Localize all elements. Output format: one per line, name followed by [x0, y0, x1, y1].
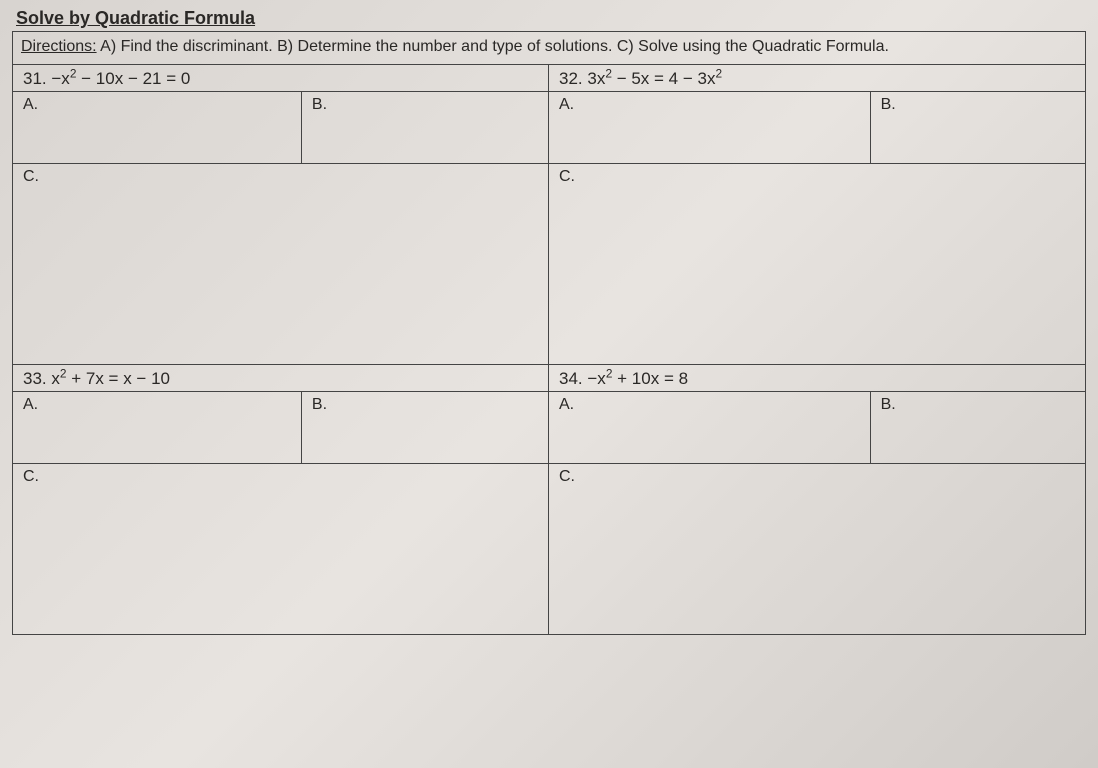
- problem-32-cell-c: C.: [549, 164, 1085, 364]
- problem-31: 31. −x2 − 10x − 21 = 0 A. B. C.: [13, 65, 549, 365]
- problem-31-cell-a: A.: [13, 92, 302, 163]
- problem-31-equation: −x2 − 10x − 21 = 0: [51, 69, 190, 88]
- directions-box: Directions: A) Find the discriminant. B)…: [12, 31, 1086, 64]
- problem-33-cell-c: C.: [13, 464, 548, 634]
- problem-34-number: 34.: [559, 369, 583, 388]
- problem-34-cell-c: C.: [549, 464, 1085, 634]
- worksheet-title: Solve by Quadratic Formula: [12, 8, 1086, 29]
- problem-34-cell-a: A.: [549, 392, 871, 463]
- problems-grid: 31. −x2 − 10x − 21 = 0 A. B. C. 32. 3x2 …: [12, 64, 1086, 635]
- worksheet: Solve by Quadratic Formula Directions: A…: [12, 8, 1086, 635]
- problem-32-header: 32. 3x2 − 5x = 4 − 3x2: [549, 65, 1085, 92]
- problem-31-cell-c: C.: [13, 164, 548, 364]
- problem-34-cell-b: B.: [871, 392, 1085, 463]
- problem-33-number: 33.: [23, 369, 47, 388]
- problem-33-cell-a: A.: [13, 392, 302, 463]
- directions-label: Directions:: [21, 38, 97, 55]
- problem-31-header: 31. −x2 − 10x − 21 = 0: [13, 65, 548, 92]
- problem-32-number: 32.: [559, 69, 583, 88]
- problem-33-row-ab: A. B.: [13, 392, 548, 464]
- problem-32-cell-a: A.: [549, 92, 871, 163]
- problem-33-equation: x2 + 7x = x − 10: [51, 369, 170, 388]
- problem-31-number: 31.: [23, 69, 47, 88]
- directions-text: A) Find the discriminant. B) Determine t…: [97, 38, 889, 55]
- problem-31-cell-b: B.: [302, 92, 548, 163]
- problem-34: 34. −x2 + 10x = 8 A. B. C.: [549, 365, 1085, 634]
- problem-32-cell-b: B.: [871, 92, 1085, 163]
- problem-31-row-ab: A. B.: [13, 92, 548, 164]
- problem-34-equation: −x2 + 10x = 8: [587, 369, 688, 388]
- problem-32-row-ab: A. B.: [549, 92, 1085, 164]
- problem-34-header: 34. −x2 + 10x = 8: [549, 365, 1085, 392]
- problem-32: 32. 3x2 − 5x = 4 − 3x2 A. B. C.: [549, 65, 1085, 365]
- problem-32-equation: 3x2 − 5x = 4 − 3x2: [587, 69, 722, 88]
- problem-33-cell-b: B.: [302, 392, 548, 463]
- problem-33-header: 33. x2 + 7x = x − 10: [13, 365, 548, 392]
- problem-33: 33. x2 + 7x = x − 10 A. B. C.: [13, 365, 549, 634]
- problem-34-row-ab: A. B.: [549, 392, 1085, 464]
